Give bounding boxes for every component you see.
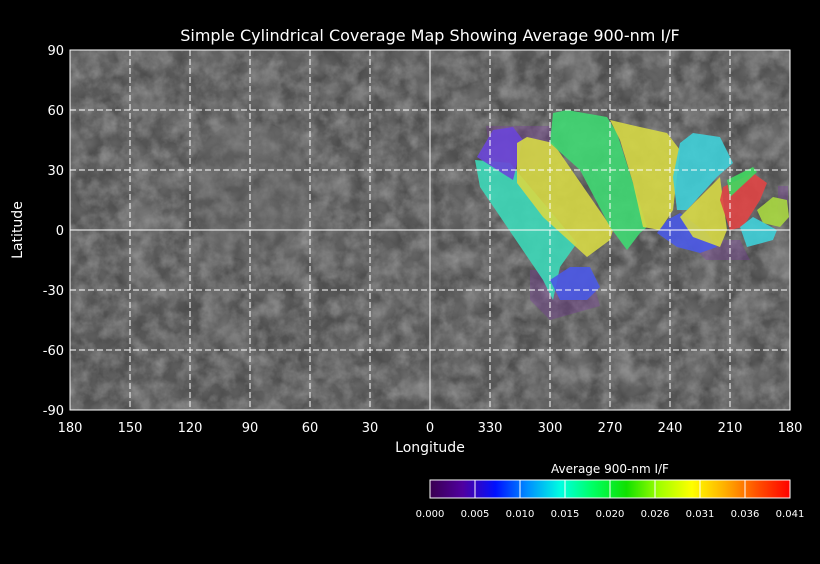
coverage-footprint (610, 120, 680, 230)
x-tick-label: 30 (362, 421, 379, 436)
coverage-footprint (517, 137, 613, 257)
x-tick-label: 180 (778, 421, 803, 436)
coverage-footprint (727, 167, 757, 197)
x-tick-label: 270 (598, 421, 623, 436)
x-tick-label: 330 (478, 421, 503, 436)
x-tick-label: 90 (242, 421, 259, 436)
grid-lines (70, 50, 790, 410)
x-tick-label: 150 (118, 421, 143, 436)
colorbar-tick-label: 0.000 (416, 509, 445, 520)
x-tick-label: 300 (538, 421, 563, 436)
colorbar: Average 900-nm I/F 0.000 0.005 0.010 0.015 0… (416, 462, 805, 520)
coverage-footprint (550, 110, 647, 250)
x-tick-label: 60 (302, 421, 319, 436)
colorbar-tick-label: 0.041 (776, 509, 805, 520)
x-tick-label: 210 (718, 421, 743, 436)
y-axis-ticks: 90 60 30 0 -30 -60 -90 (43, 44, 64, 419)
x-tick-label: 180 (58, 421, 83, 436)
colorbar-title: Average 900-nm I/F (551, 462, 669, 476)
coverage-footprint (673, 133, 733, 210)
x-axis-ticks: 180 150 120 90 60 30 0 330 300 270 240 210 180 (58, 421, 803, 436)
y-tick-label: -90 (43, 404, 64, 419)
y-tick-label: 30 (47, 164, 64, 179)
coverage-footprint (477, 127, 523, 180)
colorbar-tick-label: 0.036 (731, 509, 760, 520)
x-axis-label: Longitude (395, 440, 465, 456)
colorbar-tick-label: 0.026 (641, 509, 670, 520)
y-tick-label: 0 (56, 224, 64, 239)
coverage-footprint (740, 217, 777, 247)
x-tick-label: 0 (426, 421, 434, 436)
chart-title: Simple Cylindrical Coverage Map Showing … (180, 26, 680, 45)
colorbar-tick-label: 0.020 (596, 509, 625, 520)
y-tick-label: -60 (43, 344, 64, 359)
colorbar-tick-label: 0.015 (551, 509, 580, 520)
colorbar-tick-label: 0.005 (461, 509, 490, 520)
y-tick-label: 60 (47, 104, 64, 119)
x-tick-label: 120 (178, 421, 203, 436)
colorbar-tick-label: 0.010 (506, 509, 535, 520)
y-axis-label: Latitude (10, 201, 26, 259)
coverage-footprint (550, 267, 600, 300)
coverage-footprint (757, 197, 789, 227)
plot-frame (69, 49, 791, 411)
y-tick-label: 90 (47, 44, 64, 59)
coverage-footprint (657, 213, 717, 253)
colorbar-tick-label: 0.031 (686, 509, 715, 520)
x-tick-label: 240 (658, 421, 683, 436)
y-tick-label: -30 (43, 284, 64, 299)
